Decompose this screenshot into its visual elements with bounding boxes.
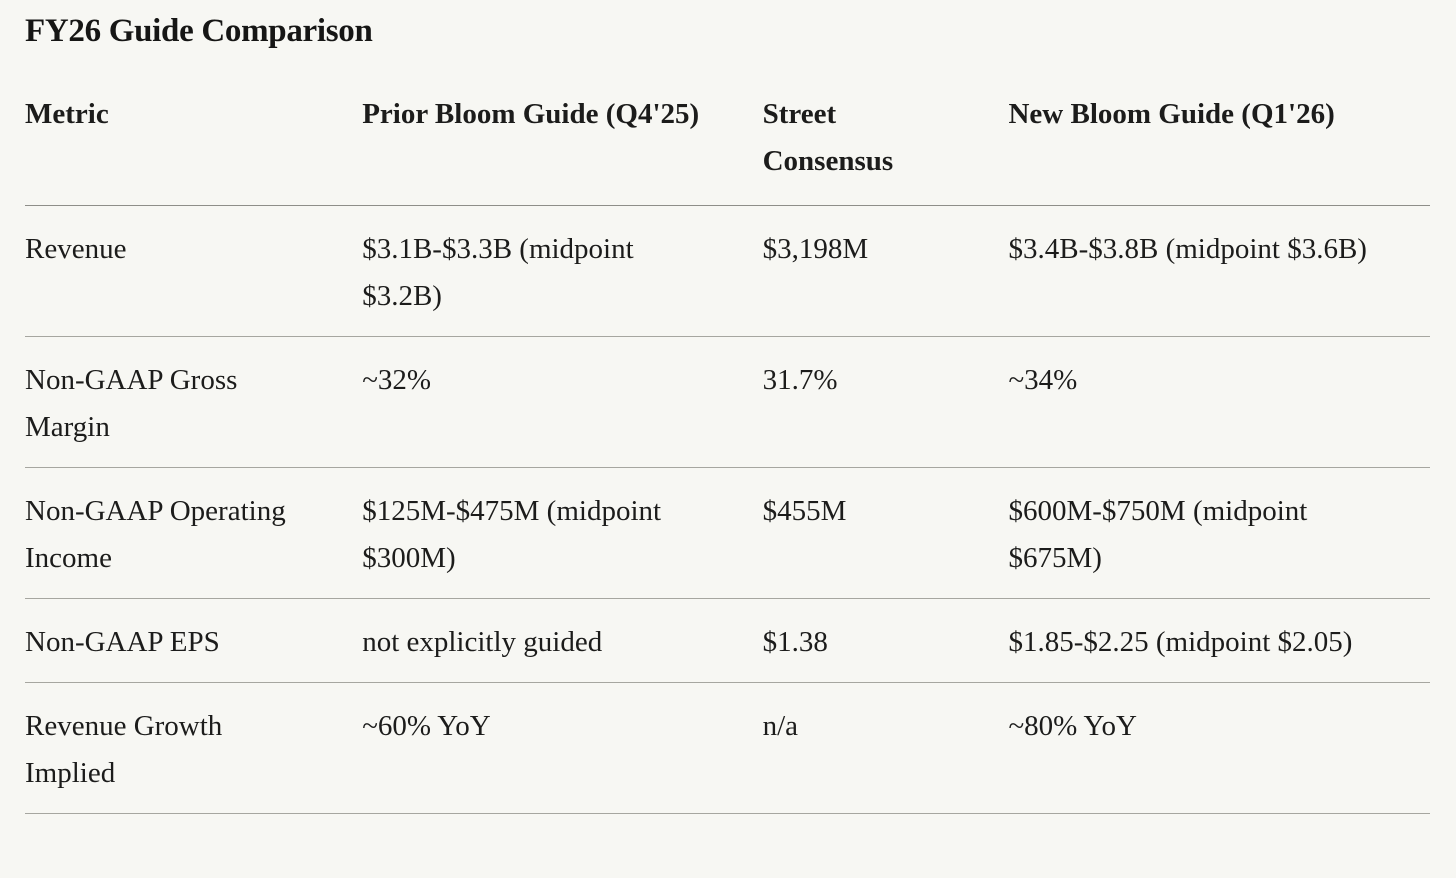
column-header-new-guide: New Bloom Guide (Q1'26) (1008, 91, 1430, 206)
cell-new-guide: ~34% (1008, 336, 1430, 468)
cell-metric: Non-GAAP Operating Income (25, 467, 363, 599)
table-header-row: Metric Prior Bloom Guide (Q4'25) Street … (25, 91, 1430, 206)
table-row-operating-income: Non-GAAP Operating Income $125M-$475M (m… (25, 467, 1430, 599)
guide-comparison-table: Metric Prior Bloom Guide (Q4'25) Street … (25, 91, 1430, 814)
table-row-eps: Non-GAAP EPS not explicitly guided $1.38… (25, 598, 1430, 683)
cell-prior-guide: $3.1B-$3.3B (midpoint $3.2B) (362, 205, 763, 337)
cell-prior-guide: ~32% (362, 336, 763, 468)
cell-new-guide: ~80% YoY (1008, 682, 1430, 814)
column-header-street-consensus: Street Consensus (762, 91, 1009, 206)
cell-metric: Revenue (25, 205, 363, 337)
cell-prior-guide: ~60% YoY (362, 682, 763, 814)
cell-metric: Non-GAAP EPS (25, 598, 363, 683)
column-header-prior-guide: Prior Bloom Guide (Q4'25) (362, 91, 763, 206)
cell-street-consensus: $455M (762, 467, 1009, 599)
table-row-gross-margin: Non-GAAP Gross Margin ~32% 31.7% ~34% (25, 336, 1430, 468)
cell-street-consensus: 31.7% (762, 336, 1009, 468)
cell-new-guide: $600M-$750M (midpoint $675M) (1008, 467, 1430, 599)
table-row-revenue: Revenue $3.1B-$3.3B (midpoint $3.2B) $3,… (25, 205, 1430, 337)
column-header-metric: Metric (25, 91, 363, 206)
cell-street-consensus: $3,198M (762, 205, 1009, 337)
cell-street-consensus: $1.38 (762, 598, 1009, 683)
table-row-revenue-growth: Revenue Growth Implied ~60% YoY n/a ~80%… (25, 682, 1430, 814)
cell-new-guide: $1.85-$2.25 (midpoint $2.05) (1008, 598, 1430, 683)
page-title: FY26 Guide Comparison (25, 13, 373, 49)
cell-prior-guide: not explicitly guided (362, 598, 763, 683)
cell-metric: Revenue Growth Implied (25, 682, 363, 814)
cell-new-guide: $3.4B-$3.8B (midpoint $3.6B) (1008, 205, 1430, 337)
cell-metric: Non-GAAP Gross Margin (25, 336, 363, 468)
cell-prior-guide: $125M-$475M (midpoint $300M) (362, 467, 763, 599)
cell-street-consensus: n/a (762, 682, 1009, 814)
